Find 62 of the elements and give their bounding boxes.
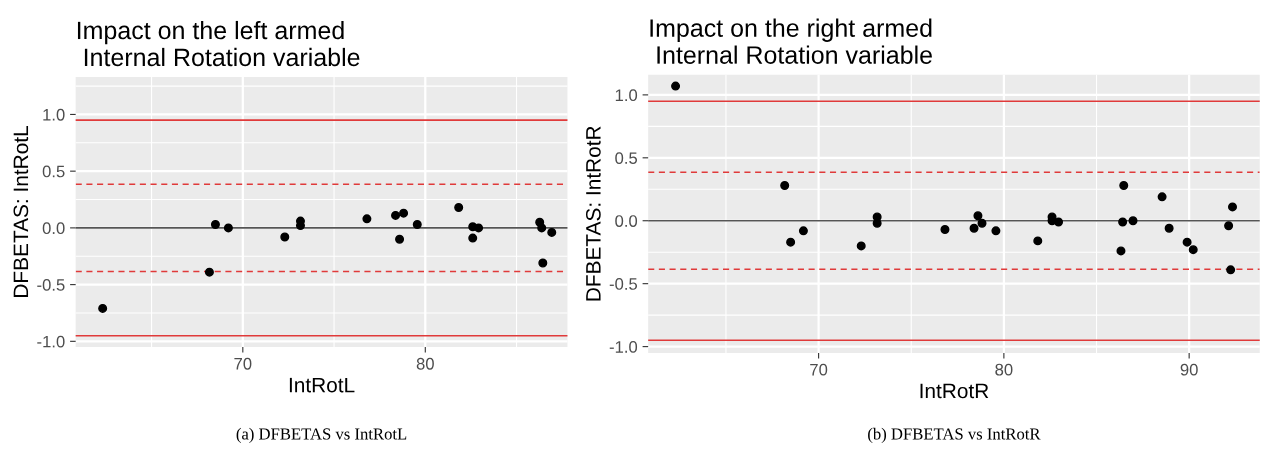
y-tick-label: 0.5 xyxy=(42,165,65,178)
point xyxy=(977,218,987,228)
point xyxy=(786,237,796,247)
point xyxy=(454,202,464,212)
point xyxy=(1118,217,1128,227)
point xyxy=(547,227,557,237)
point xyxy=(391,210,401,220)
point xyxy=(780,180,790,190)
text: (a) DFBETAS vs IntRotL xyxy=(236,427,407,443)
point xyxy=(362,214,372,224)
point xyxy=(210,219,220,229)
y-axis-title: DFBETAS: IntRotL xyxy=(13,126,29,297)
x-tick-label: 80 xyxy=(416,357,434,370)
point xyxy=(1128,216,1138,226)
point xyxy=(1033,236,1043,246)
text: (b) DFBETAS vs IntRotR xyxy=(868,427,1041,443)
point xyxy=(412,219,422,229)
y-tick-label: -0.5 xyxy=(609,278,638,290)
point xyxy=(468,233,478,243)
x-tick-label: 90 xyxy=(1180,363,1198,376)
y-tick-label: 0.0 xyxy=(42,222,65,235)
chart-title: Impact on the right armed Internal Rotation variable xyxy=(650,18,932,64)
point xyxy=(1188,245,1198,255)
point xyxy=(1119,180,1129,190)
point xyxy=(1182,237,1192,247)
y-tick-label: -1.0 xyxy=(37,335,65,348)
point xyxy=(538,258,548,268)
chart-title: Impact on the left armed Internal Rotation variable xyxy=(77,20,360,67)
point xyxy=(537,223,547,233)
point xyxy=(1116,246,1126,256)
x-axis-title: IntRotR xyxy=(920,383,989,399)
x-tick-label: 80 xyxy=(995,363,1013,376)
point xyxy=(991,226,1001,236)
point xyxy=(1226,265,1236,275)
y-tick-label: 1.0 xyxy=(615,89,638,102)
point xyxy=(474,223,484,233)
point xyxy=(671,81,681,91)
point xyxy=(1228,202,1238,212)
point xyxy=(399,208,409,218)
y-tick-label: -0.5 xyxy=(37,279,65,291)
point xyxy=(98,303,108,313)
y-tick-label: 0.5 xyxy=(615,152,638,165)
point xyxy=(940,225,950,235)
y-tick-label: -1.0 xyxy=(609,341,638,353)
x-tick-label: 70 xyxy=(234,357,252,370)
point xyxy=(798,226,808,236)
x-tick-label: 70 xyxy=(810,363,828,376)
point xyxy=(973,211,983,221)
point xyxy=(223,223,233,233)
point xyxy=(204,267,214,277)
y-axis-title: DFBETAS: IntRotR xyxy=(585,126,601,301)
point xyxy=(1164,223,1174,233)
point xyxy=(969,223,979,233)
point xyxy=(1157,192,1167,202)
point xyxy=(1224,221,1234,231)
point xyxy=(280,232,290,242)
y-tick-label: 0.0 xyxy=(615,215,638,227)
point xyxy=(395,234,405,244)
point xyxy=(856,241,866,251)
y-tick-label: 1.0 xyxy=(43,108,65,121)
x-axis-title: IntRotL xyxy=(289,377,355,393)
point xyxy=(1054,217,1064,227)
